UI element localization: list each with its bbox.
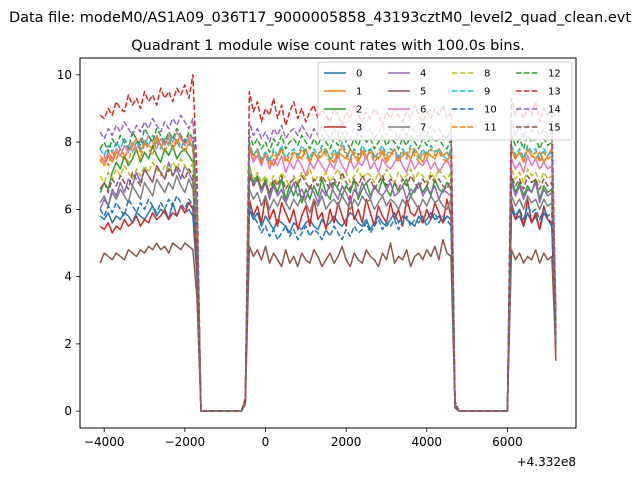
legend-label: 6 xyxy=(420,105,426,116)
legend-entry-5: 5 xyxy=(388,87,426,98)
legend-label: 0 xyxy=(356,69,362,80)
x-tick-label: 0 xyxy=(262,435,270,449)
series-line-10 xyxy=(99,195,557,412)
y-tick-label: 0 xyxy=(64,404,72,418)
legend-entry-14: 14 xyxy=(516,105,561,116)
axes-title: Quadrant 1 module wise count rates with … xyxy=(131,38,525,54)
legend-label: 14 xyxy=(548,105,561,116)
legend-frame xyxy=(317,61,573,141)
legend-label: 5 xyxy=(420,87,426,98)
legend-label: 9 xyxy=(484,87,490,98)
legend-entry-11: 11 xyxy=(452,123,497,134)
y-tick-label: 10 xyxy=(57,68,72,82)
series-line-8 xyxy=(99,158,557,412)
legend-entry-6: 6 xyxy=(388,105,426,116)
legend-label: 15 xyxy=(548,123,561,134)
legend-label: 8 xyxy=(484,69,490,80)
legend-entry-7: 7 xyxy=(388,123,426,134)
x-tick-label: 2000 xyxy=(331,435,362,449)
legend-entry-3: 3 xyxy=(324,123,362,134)
series-line-12 xyxy=(99,127,557,412)
legend-label: 13 xyxy=(548,87,561,98)
y-tick-label: 6 xyxy=(64,202,72,216)
legend-entry-15: 15 xyxy=(516,123,561,134)
legend-label: 12 xyxy=(548,69,561,80)
axes-frame xyxy=(79,57,577,429)
legend-label: 4 xyxy=(420,69,426,80)
y-axis: 0 2 4 6 8 10 xyxy=(57,68,80,418)
y-tick-label: 2 xyxy=(64,337,72,351)
x-offset-label: +4.332e8 xyxy=(517,455,576,469)
legend-label: 3 xyxy=(356,123,362,134)
x-tick-label: 6000 xyxy=(492,435,523,449)
legend-label: 2 xyxy=(356,105,362,116)
legend-label: 10 xyxy=(484,105,497,116)
x-tick-label: −4000 xyxy=(84,435,125,449)
legend-entry-10: 10 xyxy=(452,105,497,116)
x-tick-label: −2000 xyxy=(165,435,206,449)
legend-label: 7 xyxy=(420,123,426,134)
legend-entry-2: 2 xyxy=(324,105,362,116)
y-tick-label: 8 xyxy=(64,135,72,149)
x-axis: −4000 −2000 0 2000 4000 6000 xyxy=(84,428,523,449)
legend-entry-0: 0 xyxy=(324,69,362,80)
legend-entry-8: 8 xyxy=(452,69,490,80)
legend-entry-12: 12 xyxy=(516,69,561,80)
y-tick-label: 4 xyxy=(64,270,72,284)
figure-suptitle: Data file: modeM0/AS1A09_036T17_90000058… xyxy=(9,10,631,26)
legend-label: 11 xyxy=(484,123,497,134)
series-line-15 xyxy=(99,164,557,412)
legend-entry-1: 1 xyxy=(324,87,362,98)
legend-entry-4: 4 xyxy=(388,69,426,80)
legend-entry-13: 13 xyxy=(516,87,561,98)
legend-label: 1 xyxy=(356,87,362,98)
x-tick-label: 4000 xyxy=(412,435,443,449)
legend-entry-9: 9 xyxy=(452,87,490,98)
